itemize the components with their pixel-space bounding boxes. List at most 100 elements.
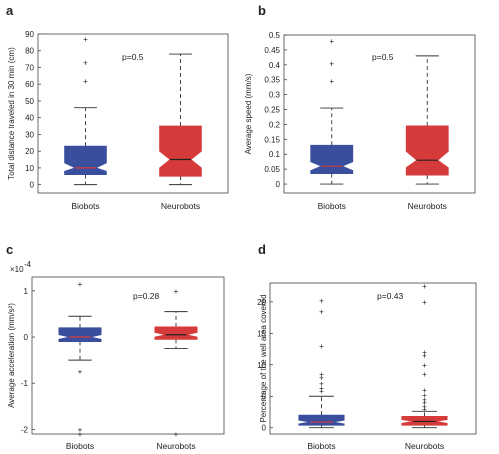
box-neurobots: ++ bbox=[154, 287, 198, 439]
notched-box bbox=[58, 327, 102, 343]
y-tick-label: 0.25 bbox=[264, 106, 280, 115]
x-category-label: Biobots bbox=[307, 441, 335, 451]
x-category-label: Biobots bbox=[318, 201, 346, 211]
panel-c: c -2 -1 0 1 Average acceleration (mm/s²) ×10-4… bbox=[6, 242, 225, 451]
p-value-annotation: p=0.28 bbox=[133, 291, 160, 301]
y-axis-label: Average acceleration (mm/s²) bbox=[7, 303, 16, 408]
notched-box bbox=[310, 144, 354, 175]
y-tick-label: 0.05 bbox=[264, 165, 280, 174]
outlier-point: + bbox=[78, 430, 83, 439]
y-tick-label: 0.15 bbox=[264, 135, 280, 144]
box-neurobots bbox=[405, 55, 449, 185]
y-tick-label: 15 bbox=[257, 329, 266, 338]
y-tick-label: 10 bbox=[257, 361, 266, 370]
outlier-point: + bbox=[83, 58, 88, 67]
box-neurobots: ++++++++++++ bbox=[401, 282, 448, 429]
y-tick-label: 0 bbox=[24, 333, 29, 342]
y-tick-label: 0 bbox=[30, 181, 35, 190]
y-tick-label: -1 bbox=[21, 379, 29, 388]
panel-letter: b bbox=[258, 3, 266, 18]
scale-factor-label: ×10 bbox=[10, 265, 24, 274]
notched-box bbox=[159, 125, 202, 177]
plot-frame bbox=[37, 33, 229, 194]
outlier-point: + bbox=[422, 405, 427, 414]
outlier-point: + bbox=[422, 351, 427, 360]
plot-frame bbox=[283, 34, 476, 194]
panel-letter: a bbox=[6, 3, 14, 18]
y-axis-label: Percentage of the well area covered bbox=[259, 294, 268, 422]
y-tick-label: -2 bbox=[21, 425, 29, 434]
outlier-point: + bbox=[319, 342, 324, 351]
outlier-point: + bbox=[422, 386, 427, 395]
outlier-point: + bbox=[422, 370, 427, 379]
y-tick-label: 0 bbox=[262, 424, 267, 433]
y-tick-label: 0.4 bbox=[269, 61, 281, 70]
outlier-point: + bbox=[319, 307, 324, 316]
scale-factor-exponent: -4 bbox=[24, 260, 32, 269]
y-tick-label: 60 bbox=[25, 80, 34, 89]
notched-box bbox=[64, 145, 107, 175]
outlier-point: + bbox=[174, 287, 179, 296]
outlier-point: + bbox=[422, 361, 427, 370]
outlier-point: + bbox=[319, 370, 324, 379]
y-tick-label: 80 bbox=[25, 47, 34, 56]
y-tick-label: 0.45 bbox=[264, 46, 280, 55]
y-tick-label: 40 bbox=[25, 114, 34, 123]
notched-box bbox=[401, 415, 448, 426]
outlier-point: + bbox=[78, 425, 83, 434]
x-category-label: Biobots bbox=[66, 441, 94, 451]
y-tick-label: 50 bbox=[25, 97, 34, 106]
box-biobots: ++++ bbox=[58, 280, 102, 439]
y-tick-label: 30 bbox=[25, 130, 34, 139]
outlier-point: + bbox=[422, 391, 427, 400]
y-tick-label: 20 bbox=[25, 147, 34, 156]
outlier-point: + bbox=[319, 373, 324, 382]
outlier-point: + bbox=[329, 59, 334, 68]
plot-frame bbox=[269, 282, 477, 435]
y-tick-label: 0.2 bbox=[269, 120, 281, 129]
outlier-point: + bbox=[329, 77, 334, 86]
outlier-point: + bbox=[319, 384, 324, 393]
panel-a: a 0 10 20 30 40 50 60 70 80 90 Total distance trave… bbox=[6, 3, 229, 211]
y-tick-label: 0.3 bbox=[269, 91, 281, 100]
outlier-point: + bbox=[83, 35, 88, 44]
y-axis-label: Average speed (mm/s) bbox=[244, 73, 253, 154]
panel-letter: c bbox=[6, 242, 13, 257]
y-tick-label: 0.1 bbox=[269, 150, 281, 159]
y-tick-label: 10 bbox=[25, 164, 34, 173]
outlier-point: + bbox=[422, 298, 427, 307]
panel-b: b 0 0.05 0.1 0.15 0.2 0.25 0.3 0.35 0.4 0.45 0.5 Ave… bbox=[244, 3, 476, 211]
outlier-point: + bbox=[329, 37, 334, 46]
y-tick-label: 1 bbox=[24, 287, 29, 296]
x-category-label: Neurobots bbox=[156, 441, 195, 451]
x-category-label: Neurobots bbox=[161, 201, 200, 211]
box-biobots: + + + bbox=[64, 35, 107, 186]
p-value-annotation: p=0.43 bbox=[377, 291, 404, 301]
notched-box bbox=[405, 125, 449, 176]
plot-frame bbox=[31, 276, 225, 435]
notched-box bbox=[298, 414, 345, 426]
y-tick-label: 20 bbox=[257, 298, 266, 307]
outlier-point: + bbox=[422, 399, 427, 408]
p-value-annotation: p=0.5 bbox=[372, 52, 394, 62]
outlier-point: + bbox=[78, 280, 83, 289]
outlier-point: + bbox=[422, 402, 427, 411]
outlier-point: + bbox=[319, 297, 324, 306]
y-tick-label: 5 bbox=[262, 392, 267, 401]
outlier-point: + bbox=[422, 348, 427, 357]
y-tick-label: 70 bbox=[25, 63, 34, 72]
x-category-label: Neurobots bbox=[408, 201, 447, 211]
y-tick-label: 90 bbox=[25, 30, 34, 39]
p-value-annotation: p=0.5 bbox=[122, 52, 144, 62]
outlier-point: + bbox=[78, 368, 83, 377]
outlier-point: + bbox=[319, 387, 324, 396]
notched-box bbox=[154, 326, 198, 340]
box-biobots: ++++++++ bbox=[298, 297, 345, 429]
outlier-point: + bbox=[422, 395, 427, 404]
y-tick-label: 0 bbox=[276, 180, 281, 189]
x-category-label: Neurobots bbox=[405, 441, 444, 451]
y-tick-label: 0.35 bbox=[264, 76, 280, 85]
box-neurobots bbox=[159, 53, 202, 186]
outlier-point: + bbox=[422, 282, 427, 291]
